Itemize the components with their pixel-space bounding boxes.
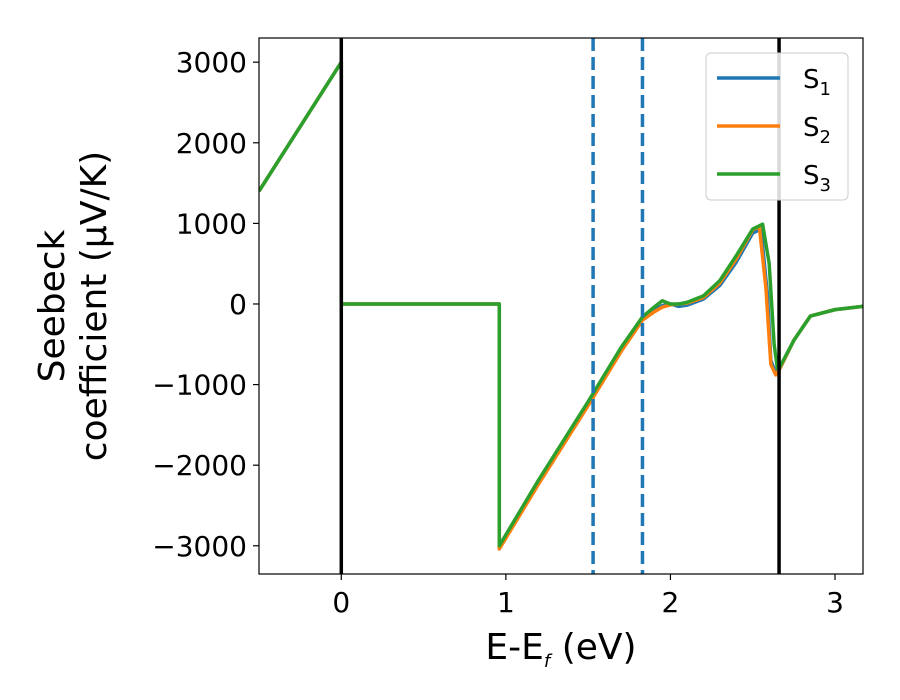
plot-area (259, 38, 863, 574)
y-tick-label: 0 (229, 288, 247, 321)
y-tick-label: −2000 (152, 449, 247, 482)
y-axis-title-group: Seebeck coefficient (μV/K) (32, 151, 115, 461)
legend-label-1: S1 (803, 65, 831, 100)
y-tick-label: 1000 (176, 207, 247, 240)
y-tick-label: 3000 (176, 46, 247, 79)
x-axis-title: E-Ef (eV) (485, 627, 636, 672)
x-tick-label: 1 (497, 586, 515, 619)
x-axis: 0 1 2 3 (332, 574, 844, 619)
legend: S1 S2 S3 (705, 52, 849, 201)
x-tick-label: 0 (332, 586, 350, 619)
y-tick-label: −3000 (152, 530, 247, 563)
legend-label-2: S2 (803, 113, 831, 148)
x-tick-label: 2 (662, 586, 680, 619)
y-axis-title-line2: coefficient (μV/K) (74, 151, 115, 461)
y-axis: 3000 2000 1000 0 −1000 −2000 −3000 (152, 46, 259, 563)
y-tick-label: 2000 (176, 127, 247, 160)
x-tick-label: 3 (826, 586, 844, 619)
y-tick-label: −1000 (152, 369, 247, 402)
y-axis-title-line1: Seebeck (32, 229, 73, 382)
axes-frame (258, 37, 864, 575)
legend-label-3: S3 (803, 161, 831, 196)
